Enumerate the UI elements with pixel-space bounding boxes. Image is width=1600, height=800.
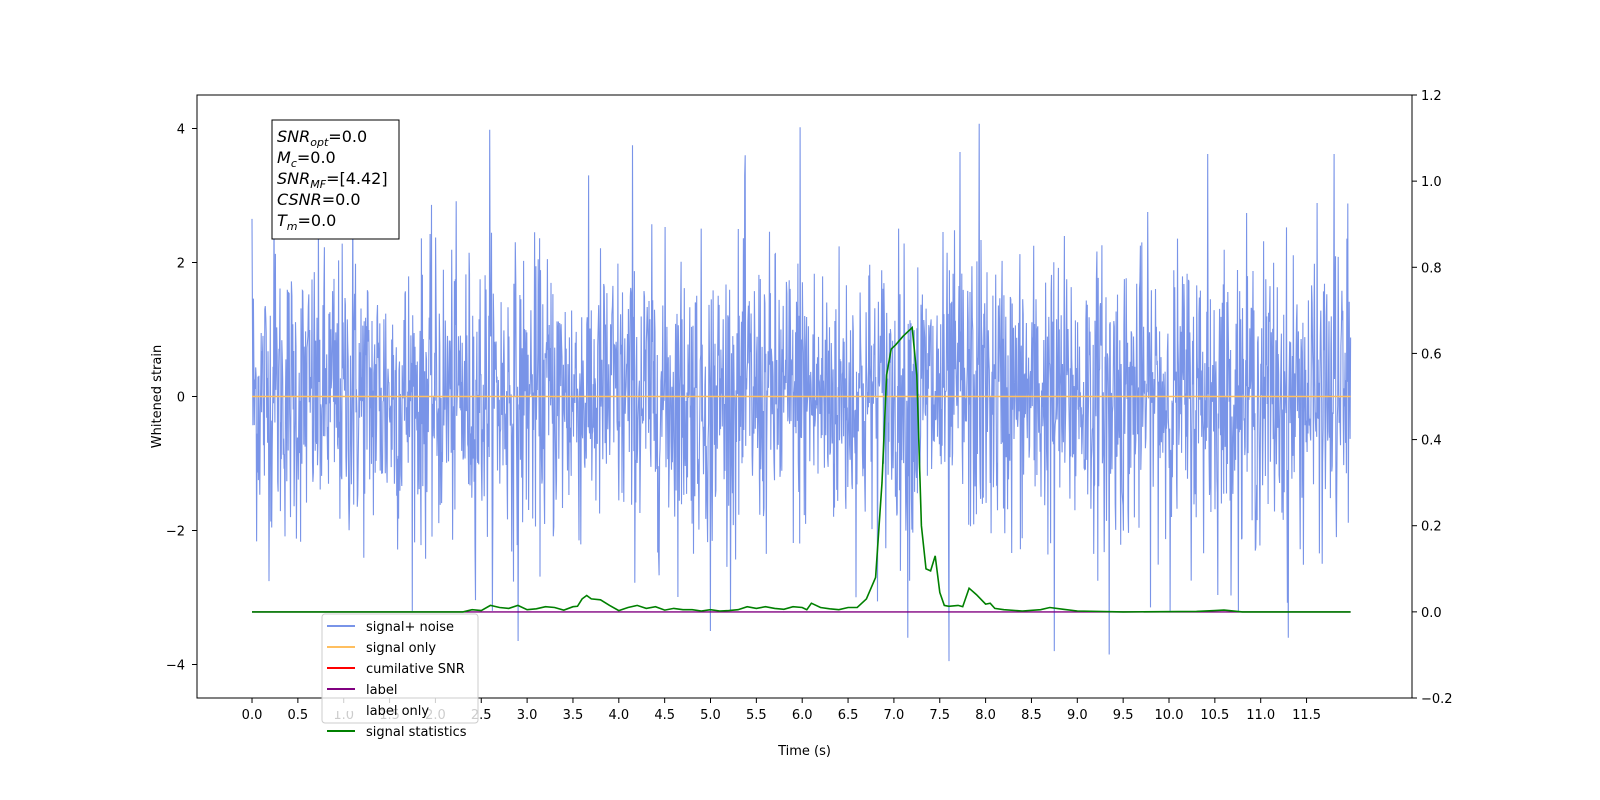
y2-tick-label: 1.2: [1421, 89, 1442, 104]
x-tick-label: 11.0: [1246, 708, 1275, 723]
x-tick-label: 0.5: [288, 708, 309, 723]
info-box-line: CSNR=0.0: [277, 190, 361, 209]
legend-label: label: [366, 683, 397, 698]
y-axis-title: Whitened strain: [150, 345, 165, 448]
y-axis-ticks: 4 2 0 −2 −4: [166, 123, 197, 674]
info-box-subscript: MF: [310, 178, 326, 191]
info-box-value: =0.0: [328, 127, 367, 146]
signal-noise-line: [251, 123, 1352, 662]
info-box-symbol: SNR: [277, 127, 310, 146]
y2-tick-label: 1.0: [1421, 175, 1442, 190]
info-box-value: =0.0: [322, 190, 361, 209]
x-tick-label: 9.5: [1113, 708, 1134, 723]
x-tick-label: 0.0: [242, 708, 263, 723]
legend: signal+ noise signal only cumilative SNR la…: [321, 613, 479, 740]
info-box-symbol: SNR: [277, 169, 310, 188]
series-line-signal-statistics: [252, 325, 1351, 613]
y2-tick-label: 0.0: [1421, 606, 1442, 621]
y2-tick-label: 0.2: [1421, 520, 1442, 535]
y2-tick-label: −0.2: [1421, 692, 1453, 707]
x-tick-label: 5.5: [746, 708, 767, 723]
x-tick-label: 8.5: [1021, 708, 1042, 723]
legend-label: signal statistics: [366, 725, 467, 740]
x-tick-label: 4.5: [654, 708, 675, 723]
y2-tick-label: 0.4: [1421, 434, 1442, 449]
y-tick-label: 4: [177, 123, 185, 138]
x-tick-label: 9.0: [1067, 708, 1088, 723]
y2-tick-label: 0.6: [1421, 347, 1442, 362]
info-box-subscript: c: [291, 157, 297, 170]
info-box-line: Mc=0.0: [277, 148, 336, 170]
x-tick-label: 6.0: [792, 708, 813, 723]
info-box-value: =[4.42]: [326, 169, 388, 188]
legend-label: signal only: [366, 641, 436, 656]
info-box-symbol: CSNR: [277, 190, 322, 209]
x-axis-title: Time (s): [777, 744, 831, 759]
x-tick-label: 11.5: [1292, 708, 1321, 723]
info-box-subscript: opt: [310, 136, 329, 149]
y-tick-label: −2: [166, 525, 185, 540]
info-box-value: =0.0: [297, 148, 336, 167]
y2-axis-ticks: 1.2 1.0 0.8 0.6 0.4 0.2 0.0 −0.2: [1412, 89, 1453, 707]
x-tick-label: 7.5: [929, 708, 950, 723]
y-tick-label: −4: [166, 659, 185, 674]
x-tick-label: 3.0: [517, 708, 538, 723]
series-lines: [252, 325, 1351, 613]
info-box-line: SNRMF=[4.42]: [277, 169, 388, 191]
x-tick-label: 10.0: [1155, 708, 1184, 723]
x-tick-label: 7.0: [884, 708, 905, 723]
info-box-line: SNRopt=0.0: [277, 127, 367, 149]
x-tick-label: 8.0: [975, 708, 996, 723]
y-tick-label: 0: [177, 391, 185, 406]
info-box-line: Tm=0.0: [277, 211, 336, 233]
legend-label: signal+ noise: [366, 620, 454, 635]
info-box-symbol: M: [277, 148, 291, 167]
info-box-value: =0.0: [298, 211, 337, 230]
x-tick-label: 5.0: [700, 708, 721, 723]
x-tick-label: 4.0: [608, 708, 629, 723]
series-signal-noise: [251, 123, 1352, 662]
y-tick-label: 2: [177, 257, 185, 272]
x-tick-label: 3.5: [563, 708, 584, 723]
legend-frame: [321, 613, 479, 724]
info-box: SNRopt=0.0Mc=0.0SNRMF=[4.42]CSNR=0.0Tm=0…: [271, 119, 400, 240]
info-box-subscript: m: [287, 220, 298, 233]
legend-label: label only: [366, 704, 429, 719]
x-tick-label: 6.5: [838, 708, 859, 723]
y2-tick-label: 0.8: [1421, 261, 1442, 276]
legend-label: cumilative SNR: [366, 662, 465, 677]
info-box-symbol: T: [277, 211, 288, 230]
info-box-frame: [271, 119, 400, 240]
x-tick-label: 10.5: [1200, 708, 1229, 723]
